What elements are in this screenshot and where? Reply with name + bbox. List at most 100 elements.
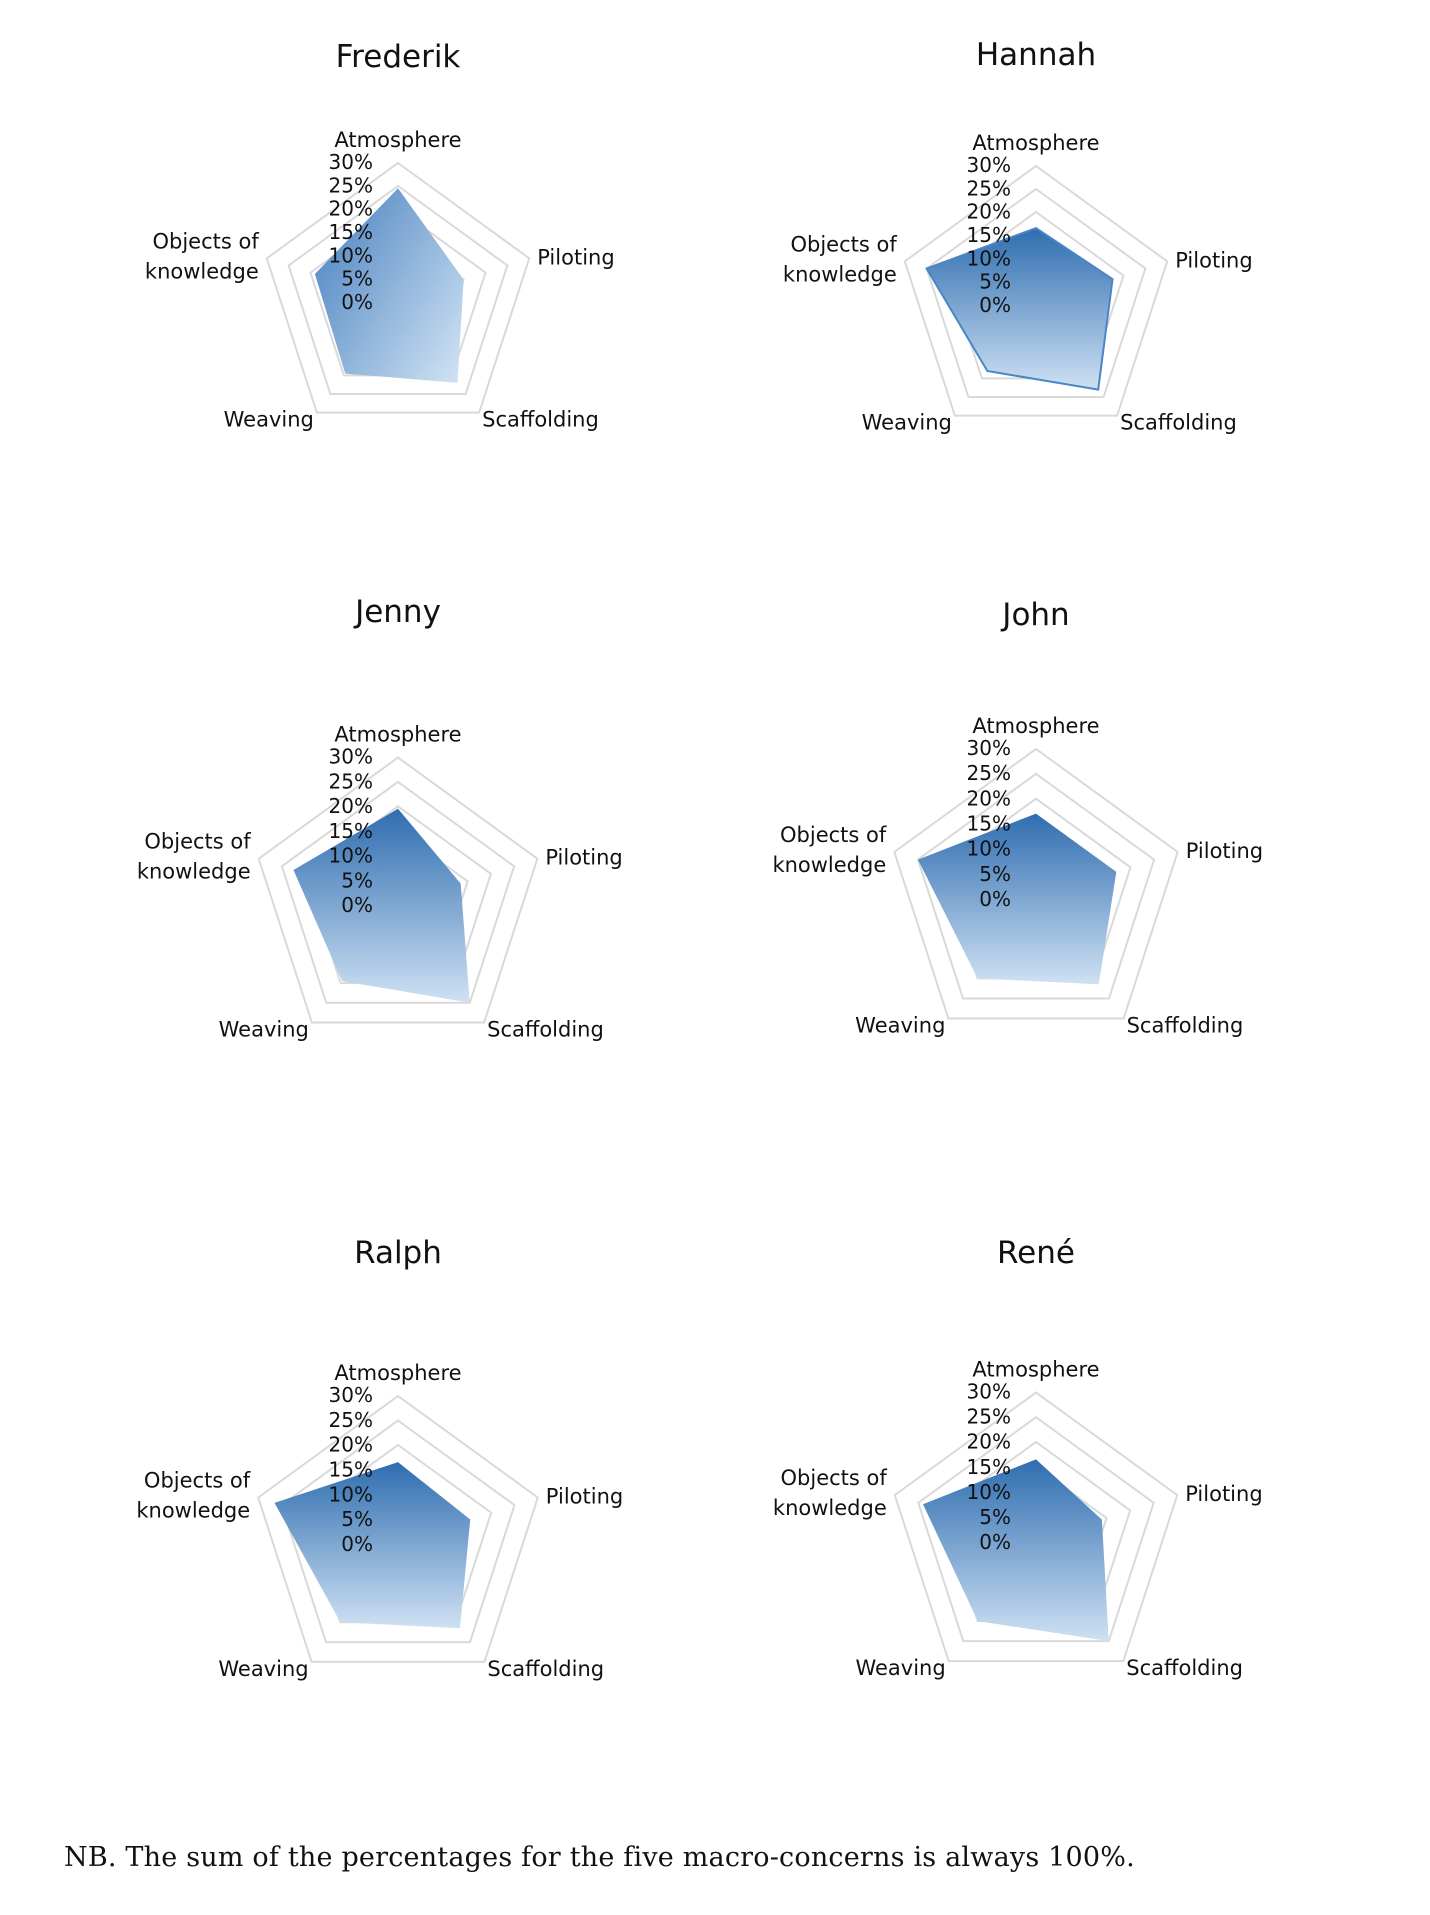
tick-label: 30%: [967, 153, 1011, 177]
axis-label-objects-of-knowledge: Objects of knowledge: [783, 232, 897, 286]
tick-label: 30%: [329, 745, 373, 769]
axis-label-scaffolding: Scaffolding: [487, 1657, 604, 1681]
tick-label: 20%: [329, 1433, 373, 1457]
tick-label: 20%: [329, 794, 373, 818]
radar-chart-jenny: Jenny 30%25%20%15%10%5%0% Atmosphere Piloti…: [137, 594, 623, 1042]
tick-label: 15%: [329, 1458, 373, 1482]
tick-label: 5%: [979, 270, 1011, 294]
chart-title: John: [1000, 597, 1069, 633]
radar-chart-john: John 30%25%20%15%10%5%0% Atmosphere Pilotin…: [772, 597, 1263, 1038]
data-area: [917, 813, 1117, 985]
grid-ring-25: [916, 772, 1156, 1000]
axis-label-piloting: Piloting: [537, 245, 614, 269]
axis-label-piloting: Piloting: [1175, 248, 1252, 272]
chart-title: Ralph: [354, 1235, 442, 1271]
tick-label: 20%: [329, 197, 373, 221]
axis-label-scaffolding: Scaffolding: [1127, 1014, 1244, 1038]
grid-ring-30: [265, 161, 531, 414]
tick-label: 5%: [341, 267, 373, 291]
chart-title: Jenny: [353, 594, 441, 630]
tick-label: 5%: [979, 1505, 1011, 1529]
radar-chart-ralph: Ralph 30%25%20%15%10%5%0% Atmosphere Piloti…: [136, 1235, 623, 1681]
tick-label: 15%: [967, 1455, 1011, 1479]
tick-label: 10%: [329, 1482, 373, 1506]
grid-ring-25: [287, 184, 509, 396]
radar-chart-rene: René 30%25%20%15%10%5%0% Atmosphere Pilotin…: [773, 1235, 1263, 1680]
chart-title: René: [997, 1235, 1075, 1271]
axis-label-atmosphere: Atmosphere: [334, 128, 461, 152]
axis-label-objects-of-knowledge: Objects of knowledge: [137, 830, 251, 884]
tick-label: 15%: [329, 220, 373, 244]
axis-label-weaving: Weaving: [224, 408, 314, 432]
tick-label: 0%: [979, 887, 1011, 911]
grid-ring-30: [903, 164, 1169, 417]
axis-label-weaving: Weaving: [219, 1018, 309, 1042]
axis-label-scaffolding: Scaffolding: [1126, 1656, 1243, 1680]
tick-label: 25%: [329, 1408, 373, 1432]
grid-ring-30: [257, 756, 539, 1024]
tick-label: 15%: [329, 819, 373, 843]
tick-label: 25%: [329, 769, 373, 793]
axis-label-piloting: Piloting: [546, 1485, 623, 1509]
grid-ring-25: [925, 187, 1147, 399]
tick-label: 0%: [979, 293, 1011, 317]
tick-label: 30%: [329, 1383, 373, 1407]
axis-label-atmosphere: Atmosphere: [334, 723, 461, 747]
chart-title: Frederik: [336, 39, 461, 75]
tick-label: 0%: [341, 1532, 373, 1556]
grid-ring-25: [280, 1419, 516, 1644]
tick-label: 25%: [967, 1405, 1011, 1429]
tick-label: 20%: [967, 1430, 1011, 1454]
axis-label-weaving: Weaving: [862, 411, 952, 435]
axis-label-weaving: Weaving: [218, 1657, 308, 1681]
tick-label: 25%: [967, 761, 1011, 785]
axis-label-atmosphere: Atmosphere: [334, 1361, 461, 1385]
tick-label: 0%: [341, 893, 373, 917]
axis-label-weaving: Weaving: [855, 1014, 945, 1038]
tick-label: 30%: [967, 1380, 1011, 1404]
grid-ring-30: [893, 1391, 1179, 1663]
tick-label: 30%: [967, 736, 1011, 760]
tick-label: 15%: [967, 223, 1011, 247]
tick-label: 10%: [967, 1480, 1011, 1504]
radar-chart-frederik: Frederik 30%25%20%15%10%5%0% Atmosphere Pil…: [145, 39, 615, 432]
tick-label: 30%: [329, 150, 373, 174]
tick-label: 10%: [329, 844, 373, 868]
tick-label: 25%: [329, 173, 373, 197]
tick-label: 20%: [967, 786, 1011, 810]
data-area: [293, 808, 470, 1003]
grid-ring-25: [280, 780, 516, 1004]
tick-label: 10%: [967, 246, 1011, 270]
tick-label: 20%: [967, 200, 1011, 224]
chart-title: Hannah: [976, 37, 1096, 73]
axis-label-weaving: Weaving: [855, 1656, 945, 1680]
grid-ring-30: [257, 1394, 539, 1663]
axis-label-objects-of-knowledge: Objects of knowledge: [145, 229, 259, 283]
tick-label: 15%: [967, 812, 1011, 836]
axis-label-objects-of-knowledge: Objects of knowledge: [136, 1469, 250, 1523]
axis-label-atmosphere: Atmosphere: [972, 131, 1099, 155]
data-area: [314, 188, 464, 383]
axis-label-objects-of-knowledge: Objects of knowledge: [772, 823, 886, 877]
axis-label-atmosphere: Atmosphere: [972, 1358, 1099, 1382]
data-area: [274, 1462, 471, 1629]
data-area: [923, 1459, 1109, 1642]
axis-label-piloting: Piloting: [1185, 1482, 1262, 1506]
axis-label-scaffolding: Scaffolding: [487, 1018, 604, 1042]
axis-label-scaffolding: Scaffolding: [1120, 411, 1237, 435]
axis-label-piloting: Piloting: [1186, 839, 1263, 863]
footnote: NB. The sum of the percentages for the f…: [64, 1842, 1135, 1873]
axis-label-atmosphere: Atmosphere: [972, 714, 1099, 738]
tick-label: 0%: [979, 1530, 1011, 1554]
tick-label: 10%: [967, 837, 1011, 861]
axis-label-piloting: Piloting: [545, 846, 622, 870]
grid-ring-25: [917, 1416, 1155, 1643]
tick-label: 5%: [979, 862, 1011, 886]
tick-label: 5%: [341, 1507, 373, 1531]
tick-label: 5%: [341, 868, 373, 892]
axis-label-scaffolding: Scaffolding: [482, 408, 599, 432]
tick-label: 10%: [329, 243, 373, 267]
data-area: [925, 226, 1114, 391]
grid-ring-30: [893, 747, 1179, 1020]
